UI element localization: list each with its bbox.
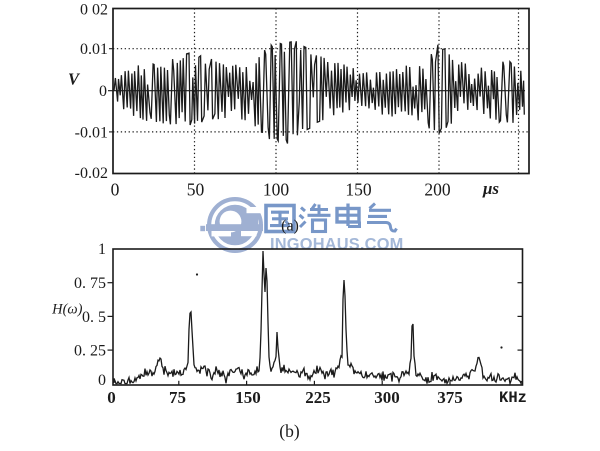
svg-text:0 02: 0 02 (80, 2, 108, 19)
svg-text:0.01: 0.01 (80, 41, 108, 58)
svg-text:0: 0 (99, 83, 107, 100)
svg-text:150: 150 (235, 388, 261, 407)
svg-text:375: 375 (437, 388, 463, 407)
svg-text:0: 0 (111, 180, 120, 200)
svg-text:KHz: KHz (499, 389, 527, 407)
svg-text:(b): (b) (279, 421, 300, 441)
svg-text:INGOHAUS.COM: INGOHAUS.COM (270, 236, 404, 254)
svg-text:75: 75 (169, 388, 186, 407)
svg-text:225: 225 (305, 388, 331, 407)
svg-text:100: 100 (263, 180, 290, 200)
svg-text:150: 150 (345, 180, 372, 200)
svg-text:0. 25: 0. 25 (74, 343, 106, 360)
svg-text:50: 50 (187, 180, 205, 200)
svg-text:1: 1 (98, 241, 106, 258)
svg-text:(a): (a) (281, 218, 299, 235)
svg-text:200: 200 (424, 180, 451, 200)
svg-text:-0.01: -0.01 (75, 125, 108, 142)
svg-text:-0.02: -0.02 (75, 165, 108, 182)
svg-text:0. 75: 0. 75 (74, 275, 106, 292)
svg-text:0: 0 (98, 372, 106, 389)
svg-text:V: V (68, 70, 81, 89)
svg-text:0. 5: 0. 5 (82, 309, 106, 326)
svg-text:0: 0 (107, 388, 116, 407)
svg-text:H(ω): H(ω) (51, 302, 83, 318)
svg-text:μs: μs (482, 179, 499, 198)
svg-text:300: 300 (374, 388, 400, 407)
